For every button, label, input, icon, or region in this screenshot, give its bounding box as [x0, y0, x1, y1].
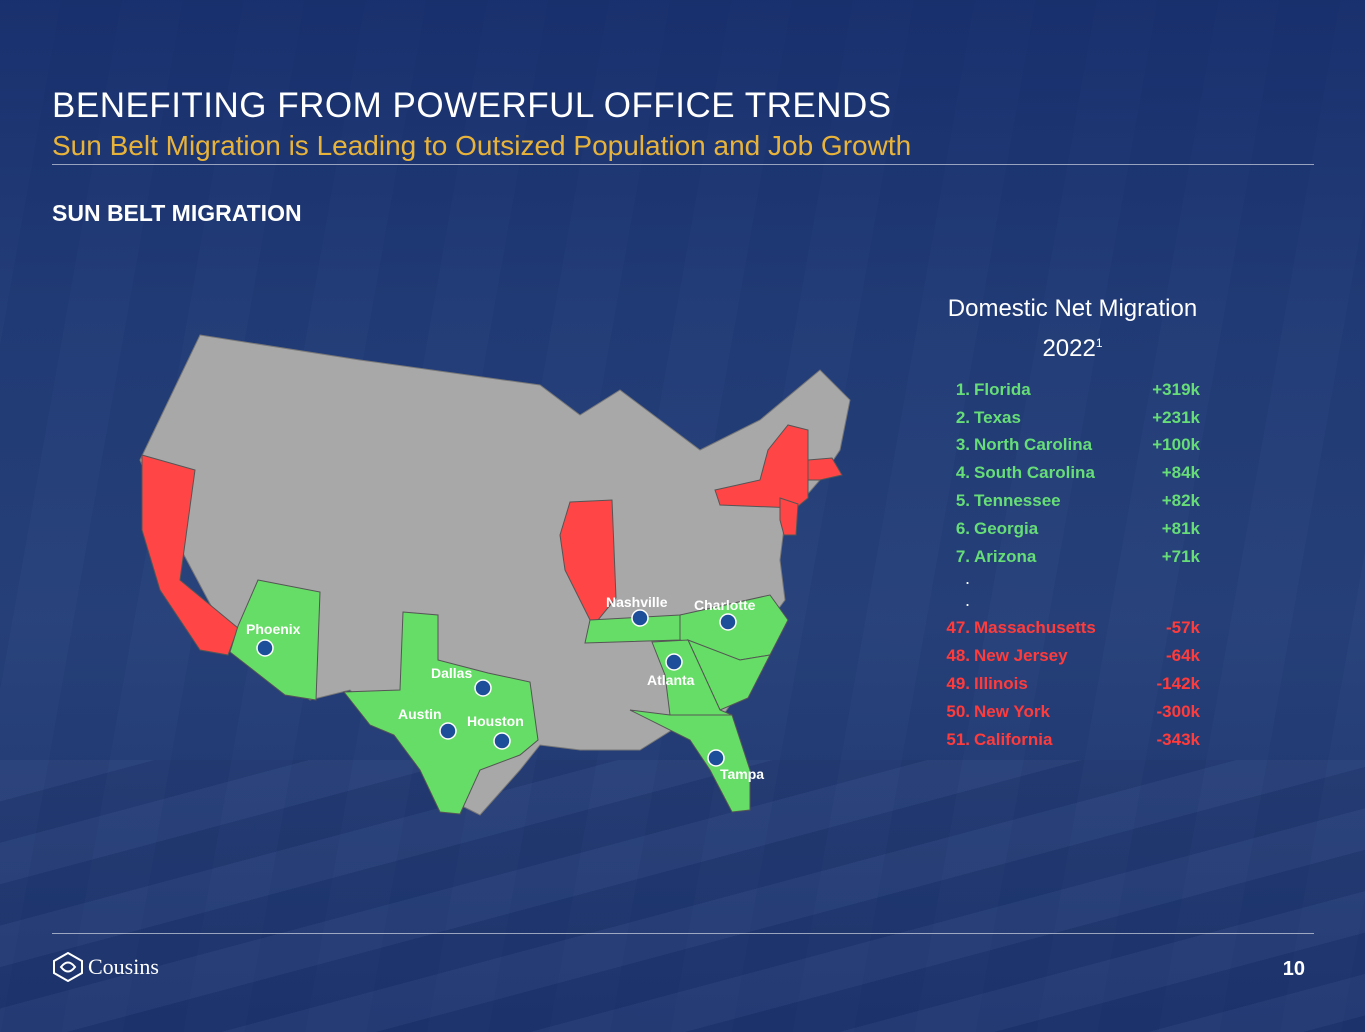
rank-value: +71k — [1161, 546, 1200, 566]
ellipsis-dot: . — [964, 567, 970, 588]
rank-number: 49. — [946, 674, 970, 694]
rank-state: South Carolina — [974, 463, 1095, 483]
cousins-logo-icon — [631, 609, 649, 627]
cousins-logo-icon — [493, 732, 511, 750]
ellipsis-dot: . — [964, 589, 970, 610]
cousins-logo-icon — [707, 749, 725, 767]
rank-value: +82k — [1161, 491, 1200, 511]
city-markers — [256, 609, 737, 767]
migration-title: Domestic Net Migration 20221 — [900, 292, 1245, 366]
city-label-austin: Austin — [398, 706, 442, 722]
rank-row: 5. Tennessee +82k — [930, 487, 1200, 515]
rank-value: +84k — [1161, 463, 1200, 483]
rank-state: Tennessee — [974, 491, 1061, 511]
state-texas — [342, 611, 539, 815]
page-number: 10 — [1282, 958, 1305, 980]
rank-number: 50. — [946, 701, 970, 721]
footer-divider — [52, 933, 1314, 934]
city-label-dallas: Dallas — [431, 665, 472, 681]
rank-state: Florida — [974, 379, 1031, 399]
rank-number: 5. — [955, 491, 970, 511]
migration-heading: Domestic Net Migration — [947, 295, 1198, 322]
rank-value: -300k — [1156, 701, 1200, 721]
rank-value: -142k — [1156, 674, 1200, 694]
rank-row: 6. Georgia +81k — [930, 515, 1200, 543]
rank-state: Georgia — [974, 518, 1039, 538]
cousins-logo-icon — [439, 722, 457, 740]
rank-number: 4. — [955, 463, 970, 483]
rank-value: -343k — [1156, 729, 1200, 749]
rank-row: 47. Massachusetts -57k — [930, 615, 1200, 643]
rank-state: Illinois — [974, 674, 1028, 694]
rank-row: 50. New York -300k — [930, 698, 1200, 726]
rank-row: 1. Florida +319k — [930, 376, 1200, 404]
header-divider — [52, 164, 1314, 165]
rank-state: Arizona — [974, 546, 1037, 566]
city-label-nashville: Nashville — [606, 594, 668, 610]
cousins-logo: Cousins — [52, 952, 159, 982]
rank-value: -57k — [1165, 618, 1200, 638]
state-new-york — [714, 424, 809, 509]
rank-value: +81k — [1161, 518, 1200, 538]
city-label-atlanta: Atlanta — [647, 672, 695, 688]
cousins-logo-icon — [474, 679, 492, 697]
cousins-logo-icon — [53, 952, 83, 982]
city-label-phoenix: Phoenix — [246, 621, 301, 637]
rank-number: 6. — [955, 518, 970, 538]
rank-row: 4. South Carolina +84k — [930, 459, 1200, 487]
background-floor — [0, 760, 1365, 1032]
rank-state: New York — [974, 701, 1050, 721]
migration-footnote: 1 — [1095, 336, 1103, 350]
rank-value: +231k — [1152, 407, 1200, 427]
rank-number: 1. — [955, 379, 970, 399]
rank-value: +100k — [1152, 435, 1200, 455]
page-subtitle: Sun Belt Migration is Leading to Outsize… — [52, 130, 912, 161]
rank-row: 48. New Jersey -64k — [930, 642, 1200, 670]
rank-state: Massachusetts — [974, 618, 1096, 638]
rank-number: 47. — [946, 618, 970, 638]
city-label-charlotte: Charlotte — [694, 597, 756, 613]
us-map: Phoenix Dallas Austin Houston Nashville … — [139, 334, 851, 816]
migration-year-line: 20221 — [900, 326, 1245, 366]
migration-year: 2022 — [1042, 335, 1096, 362]
state-new-jersey — [779, 497, 799, 536]
page-title: BENEFITING FROM POWERFUL OFFICE TRENDS — [52, 86, 892, 125]
rank-row: 3. North Carolina +100k — [930, 432, 1200, 460]
rank-state: California — [974, 729, 1053, 749]
rank-number: 48. — [946, 646, 970, 666]
state-florida — [629, 709, 751, 813]
city-label-tampa: Tampa — [720, 766, 764, 782]
rank-state: North Carolina — [974, 435, 1093, 455]
city-label-houston: Houston — [467, 713, 524, 729]
section-label: SUN BELT MIGRATION — [52, 200, 302, 226]
migration-ranking: 1. Florida +319k 2. Texas +231k 3. North Caro… — [930, 376, 1200, 754]
logo-text: Cousins — [88, 954, 159, 979]
rank-value: -64k — [1165, 646, 1200, 666]
cousins-logo-icon — [665, 653, 683, 671]
state-arizona — [229, 579, 321, 701]
state-massachusetts — [807, 457, 843, 481]
rank-number: 2. — [955, 407, 970, 427]
rank-value: +319k — [1152, 379, 1200, 399]
rank-row: 49. Illinois -142k — [930, 670, 1200, 698]
rank-number: 3. — [955, 435, 970, 455]
rank-row: 51. California -343k — [930, 726, 1200, 754]
rank-number: 7. — [955, 546, 970, 566]
rank-state: New Jersey — [974, 646, 1068, 666]
rank-state: Texas — [974, 407, 1021, 427]
state-california — [141, 454, 239, 656]
cousins-logo-icon — [256, 639, 274, 657]
rank-row: 7. Arizona +71k — [930, 543, 1200, 571]
rank-number: 51. — [946, 729, 970, 749]
rank-row: 2. Texas +231k — [930, 404, 1200, 432]
cousins-logo-icon — [719, 613, 737, 631]
